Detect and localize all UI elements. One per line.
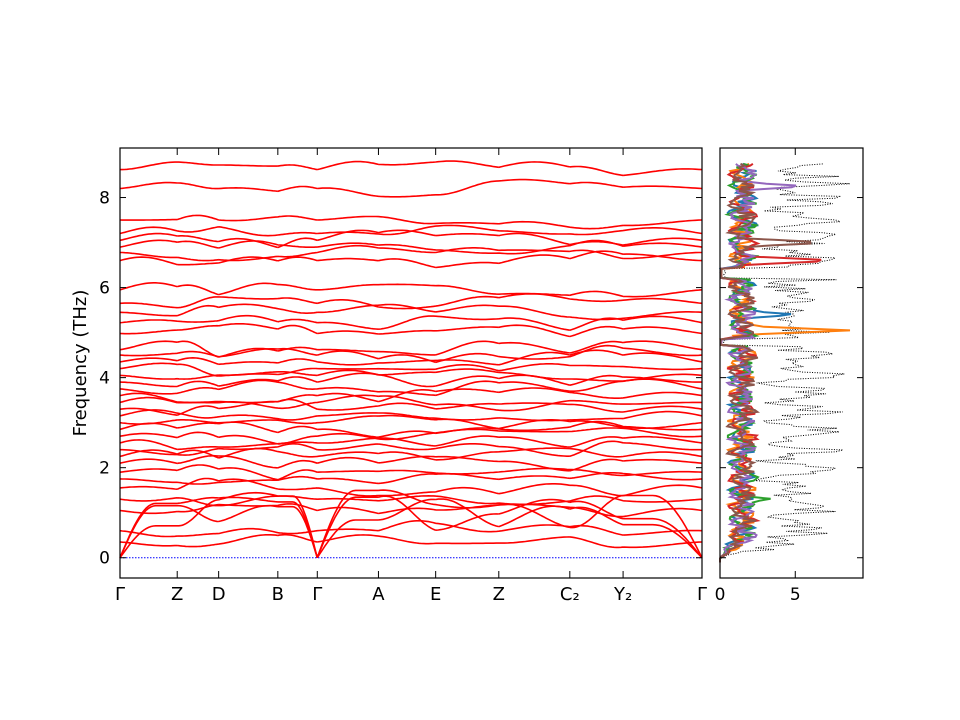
high-symmetry-label: C₂ [560,584,580,605]
dos-lines [719,162,851,563]
phonon-band [119,282,703,298]
phonon-band [119,414,703,430]
high-symmetry-label: Γ [115,584,125,605]
phonon-band [119,344,703,364]
high-symmetry-label: D [212,584,226,605]
high-symmetry-label: E [430,584,441,605]
high-symmetry-label: Γ [312,584,322,605]
band-lines [119,160,703,559]
y-axis-label: Frequency (THz) [70,290,91,437]
phonon-band [119,362,703,377]
phonon-band [119,533,703,549]
band-plot-frame [119,147,703,579]
phonon-band [119,178,703,198]
y-tick-label: 0 [99,549,110,569]
high-symmetry-label: B [272,584,284,605]
phonon-band [119,214,703,230]
high-symmetry-label: Y₂ [613,584,632,605]
dos-curve [719,162,822,563]
dos-curve [719,163,797,563]
phonon-band [119,464,703,481]
band-axis-labels: 0 2 4 6 8 Γ Z D B Γ A E Z C₂ Y₂ Γ [99,189,707,605]
phonon-band [119,435,703,451]
phonon-band [119,520,703,538]
high-symmetry-label: Z [171,584,183,605]
y-tick-label: 2 [99,459,110,479]
phonon-band [119,323,703,338]
band-axis-ticks [119,148,703,578]
phonon-band [119,340,703,358]
dos-x-tick-label: 5 [790,585,801,605]
phonon-band [119,472,703,485]
high-symmetry-label: Z [493,584,505,605]
high-symmetry-label: A [372,584,385,605]
phonon-band [120,160,703,177]
phonon-band [119,491,703,559]
y-tick-label: 8 [99,189,110,209]
phonon-band [119,349,703,366]
y-tick-label: 6 [99,279,110,299]
dos-x-tick-label: 0 [715,585,726,605]
phonon-band [119,454,703,472]
phonon-band [120,440,702,457]
band-structure-panel: 0 2 4 6 8 Γ Z D B Γ A E Z C₂ Y₂ Γ Frequency (THz) [70,147,707,605]
phonon-band [119,494,703,507]
phonon-band [120,244,702,262]
y-tick-label: 4 [99,369,110,389]
high-symmetry-label: Γ [697,584,707,605]
phonon-band [119,239,703,255]
phonon-band [119,224,703,237]
phonon-band [119,378,703,397]
phonon-band [119,314,703,331]
phonon-band [119,303,703,321]
dos-curve [719,162,812,563]
dos-plot-frame [719,147,864,579]
